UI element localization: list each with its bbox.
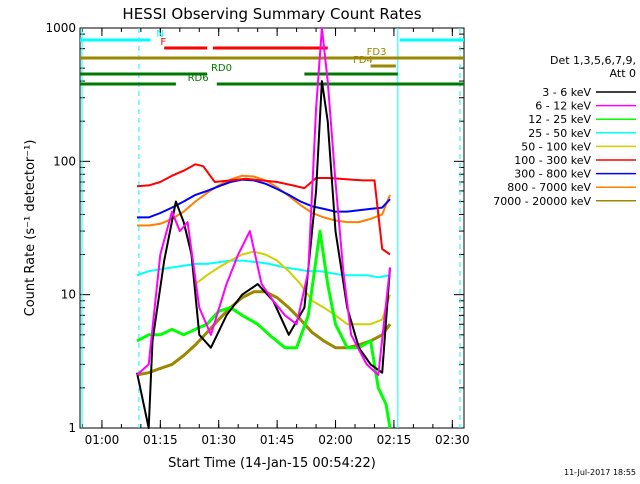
y-tick-label: 10	[61, 288, 76, 302]
x-tick-label: 01:00	[85, 433, 120, 447]
flag-label: N	[156, 29, 163, 40]
chart-title: HESSI Observing Summary Count Rates	[122, 5, 421, 23]
plot-frame	[79, 27, 465, 429]
legend-entry-label: 7000 - 20000 keV	[493, 195, 591, 208]
data-series	[136, 27, 392, 429]
flag-label: RD6	[188, 73, 209, 84]
y-tick-label: 1	[68, 421, 76, 435]
series-line	[136, 259, 391, 279]
x-axis-label: Start Time (14-Jan-15 00:54:22)	[168, 456, 376, 471]
x-tick-label: 01:45	[260, 433, 295, 447]
legend-header-line-2: Att 0	[610, 67, 636, 80]
flag-label: RD0	[211, 63, 232, 74]
generation-timestamp: 11-Jul-2017 18:55	[564, 468, 636, 477]
legend-entry-label: 25 - 50 keV	[528, 127, 591, 140]
flag-label: FD3	[367, 47, 387, 58]
legend-entry-label: 800 - 7000 keV	[507, 181, 591, 194]
axis-ticks: 01:00 01:15 01:30 01:45 02:00 02:15 02:30 1 10 10…	[45, 21, 469, 447]
legend-entry-label: 300 - 800 keV	[514, 168, 591, 181]
y-axis-label: Count Rate (s⁻¹ detector⁻¹)	[23, 140, 38, 317]
x-tick-label: 02:00	[318, 433, 353, 447]
flag-label: F	[160, 37, 166, 48]
series-line	[136, 229, 392, 429]
x-tick-label: 02:30	[435, 433, 470, 447]
x-tick-label: 01:30	[201, 433, 236, 447]
legend-entry-label: 3 - 6 keV	[542, 86, 591, 99]
x-tick-label: 02:15	[377, 433, 412, 447]
series-line	[136, 27, 391, 376]
flag-label: FD4	[353, 55, 373, 66]
x-tick-label: 01:15	[143, 433, 178, 447]
legend-entry-label: 50 - 100 keV	[521, 140, 591, 153]
y-tick-label: 100	[53, 154, 76, 168]
legend-entry-label: 6 - 12 keV	[535, 100, 591, 113]
legend-entry-label: 100 - 300 keV	[514, 154, 591, 167]
data-gap-markers	[81, 28, 461, 428]
series-line	[136, 290, 392, 377]
series-line	[194, 250, 391, 326]
legend-entry-label: 12 - 25 keV	[528, 113, 591, 126]
series-line	[137, 178, 391, 219]
legend-header-line-1: Det 1,3,5,6,7,9,	[550, 54, 636, 67]
y-tick-label: 1000	[45, 21, 76, 35]
series-line	[136, 163, 391, 256]
